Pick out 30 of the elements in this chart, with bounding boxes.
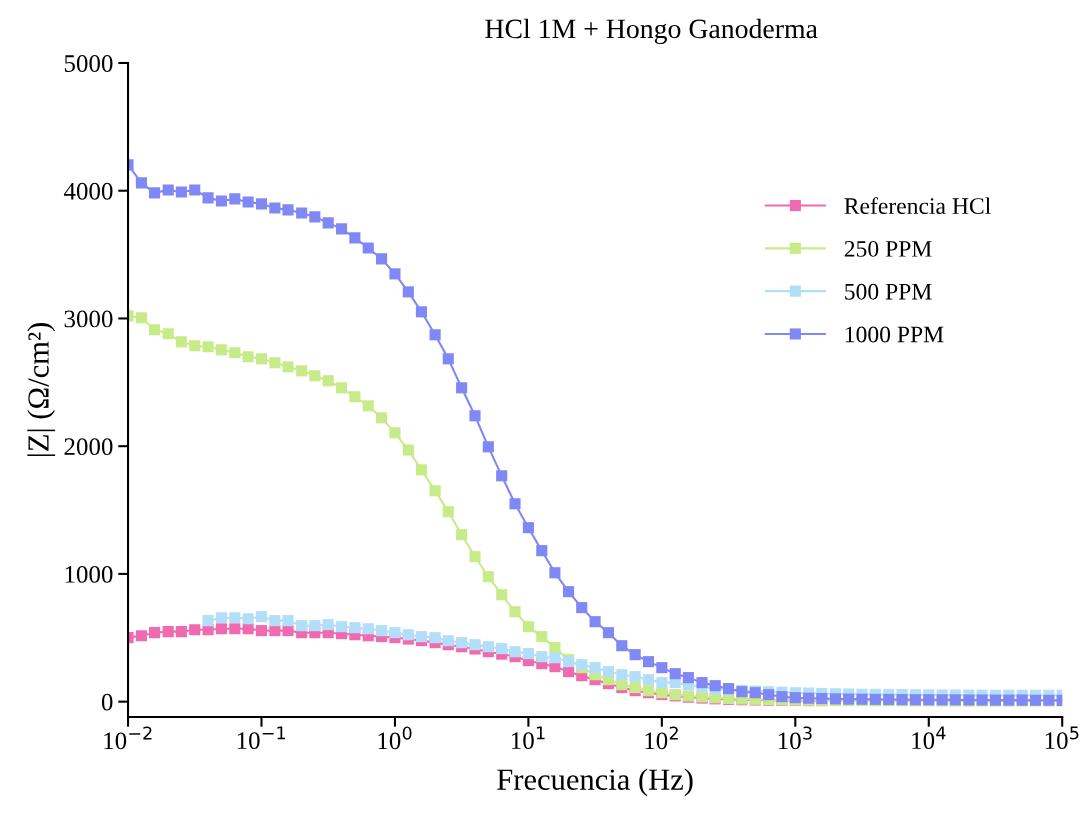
y-tick-label: 1000 [65, 565, 113, 583]
x-tick-label: 10$^{2}$ [645, 726, 678, 750]
legend-label: Referencia HCl [844, 197, 991, 215]
point [175, 626, 187, 638]
point [135, 630, 147, 642]
legend-label: 250 PPM [844, 240, 932, 257]
legend-label: 500 PPM [845, 283, 932, 300]
x-tick-label: 10$^{5}$ [1045, 726, 1079, 750]
legend-label: 1000 PPM [845, 326, 944, 343]
x-axis-title: Frecuencia (Hz) [497, 768, 693, 797]
x-tick-label: 10$^{3}$ [778, 726, 812, 750]
y-tick-label: 0 [101, 693, 113, 711]
y-tick-label: 5000 [64, 55, 113, 72]
y-tick-label: 4000 [63, 182, 113, 200]
point [282, 625, 294, 637]
x-tick-label: 10$^{4}$ [912, 726, 946, 750]
y-tick-label: 2000 [64, 438, 113, 456]
x-tick-label: 10$^{1}$ [511, 726, 545, 750]
point [255, 625, 268, 637]
y-axis-title: |Z| (Ω/cm²) [27, 323, 56, 456]
point [189, 624, 201, 636]
x-tick-label: 10$^{−1}$ [237, 726, 286, 750]
chart-title: HCl 1M + Hongo Ganoderma [485, 18, 818, 44]
point [162, 626, 174, 638]
point [148, 627, 161, 639]
x-tick-label: 10$^{−2}$ [104, 726, 152, 750]
point [229, 623, 241, 635]
y-tick-label: 3000 [64, 310, 113, 328]
point [215, 623, 227, 635]
x-tick-label: 10$^{0}$ [378, 726, 412, 750]
